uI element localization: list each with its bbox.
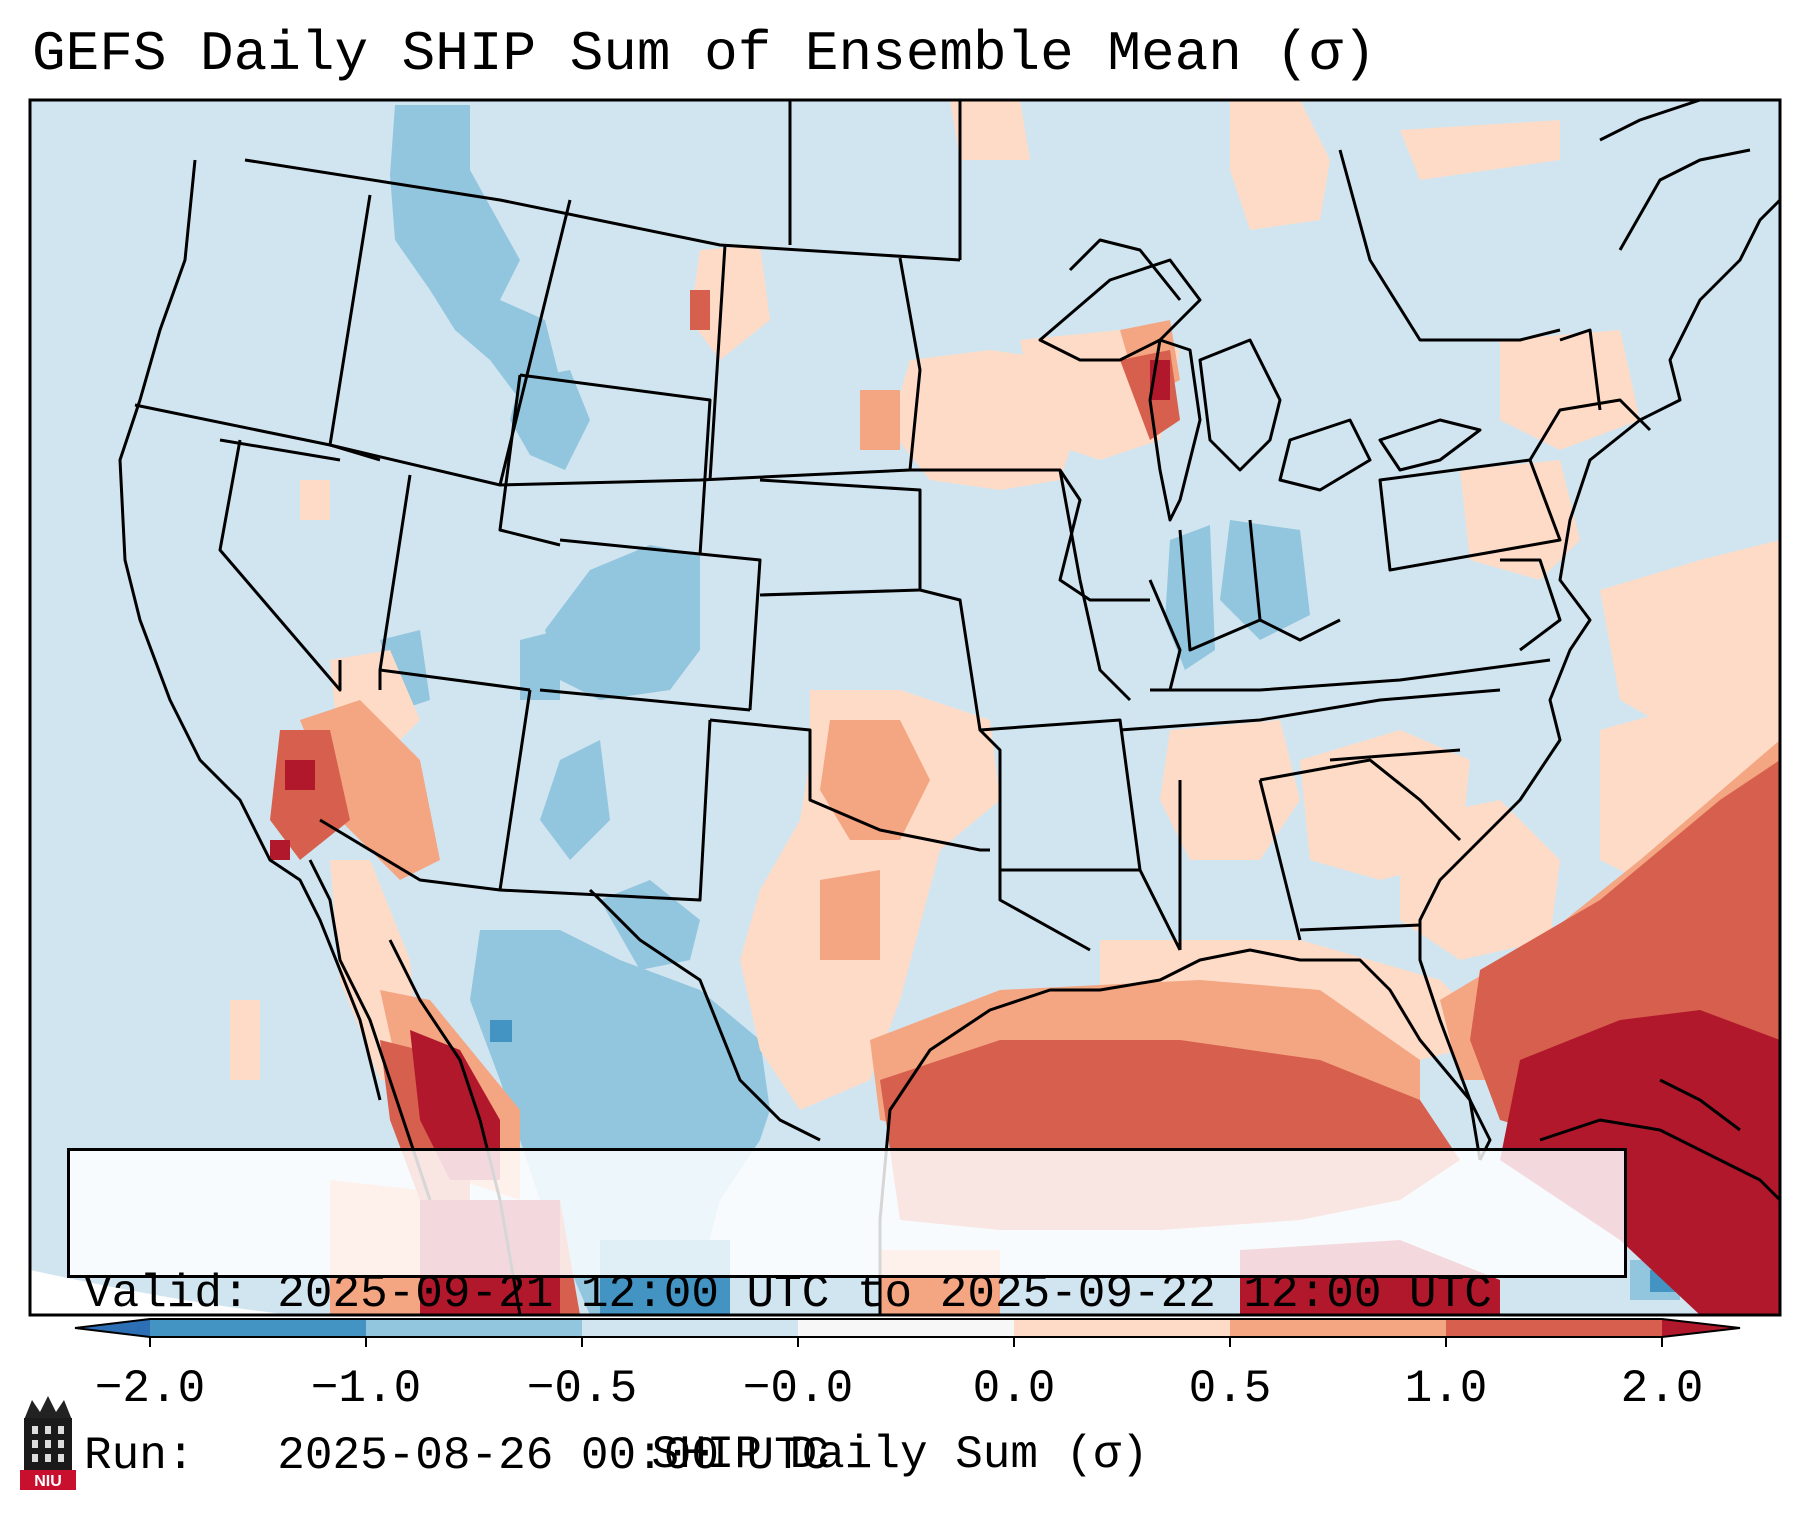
colorbar-tick-label: −0.0 [742, 1363, 854, 1415]
valid-run-info-box: Valid: 2025-09-21 12:00 UTC to 2025-09-2… [67, 1148, 1627, 1482]
state-boundaries [134, 100, 1652, 1142]
colorbar-bin-5 [1014, 1319, 1230, 1337]
colorbar-axis-label: SHIP Daily Sum (σ) [651, 1429, 1149, 1481]
colorbar-bin-6 [1230, 1319, 1446, 1337]
colorbar-tick-label: −1.0 [310, 1363, 422, 1415]
valid-value: 2025-09-21 12:00 UTC to 2025-09-22 12:00… [277, 1268, 1492, 1320]
map-title: GEFS Daily SHIP Sum of Ensemble Mean (σ) [32, 22, 1377, 86]
colorbar-bin-2 [366, 1319, 582, 1337]
colorbar-ticks [149, 1337, 1663, 1347]
colorbar-bin-7 [1446, 1319, 1662, 1337]
colorbar [74, 1318, 1741, 1347]
colorbar-tick-label: 1.0 [1404, 1363, 1488, 1415]
colorbar-tick-label: 0.5 [1188, 1363, 1272, 1415]
niu-logo-icon: NIU [20, 1396, 76, 1490]
run-label: Run: [84, 1430, 195, 1482]
colorbar-tick-label: 2.0 [1620, 1363, 1704, 1415]
colorbar-bin-4 [798, 1319, 1014, 1337]
colorbar-tick-label: 0.0 [972, 1363, 1056, 1415]
logo-text: NIU [34, 1473, 62, 1490]
valid-label: Valid: [84, 1268, 250, 1320]
colorbar-tick-label: −0.5 [526, 1363, 638, 1415]
map-frame [28, 98, 1782, 1317]
colorbar-tick-label: −2.0 [94, 1363, 206, 1415]
map-figure [28, 98, 1782, 1347]
colorbar-bin-1 [150, 1319, 366, 1337]
colorbar-bin-8 [1662, 1319, 1740, 1337]
colorbar-bin-0 [75, 1319, 150, 1337]
outside-domain-area [30, 1270, 294, 1315]
valid-row: Valid: 2025-09-21 12:00 UTC to 2025-09-2… [84, 1267, 1610, 1321]
run-value: 2025-08-26 00:00 UTC [277, 1430, 830, 1482]
coastline [118, 100, 1780, 1315]
run-row: Run: 2025-08-26 00:00 UTC [84, 1429, 1610, 1483]
colorbar-bin-3 [582, 1319, 798, 1337]
anomaly-field [30, 100, 1780, 1315]
